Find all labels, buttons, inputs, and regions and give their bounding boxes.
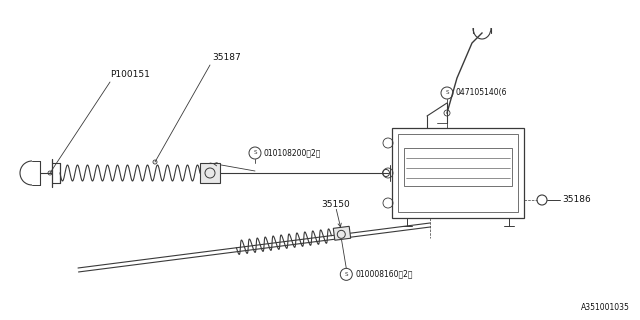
Text: 35150: 35150	[321, 200, 350, 209]
Text: S: S	[445, 91, 449, 95]
Bar	[200, 163, 220, 183]
Bar	[392, 128, 524, 218]
Text: P100151: P100151	[110, 70, 150, 79]
Text: S: S	[344, 272, 348, 277]
Text: 010108200（2）: 010108200（2）	[264, 148, 321, 157]
Bar	[404, 148, 512, 186]
Text: 35187: 35187	[212, 53, 241, 62]
Bar	[333, 226, 351, 240]
Bar	[398, 134, 518, 212]
Text: S: S	[253, 150, 257, 156]
Text: 35186: 35186	[562, 196, 591, 204]
Text: A351001035: A351001035	[581, 303, 630, 312]
Text: 047105140(6: 047105140(6	[456, 89, 508, 98]
Text: 010008160（2）: 010008160（2）	[355, 270, 413, 279]
